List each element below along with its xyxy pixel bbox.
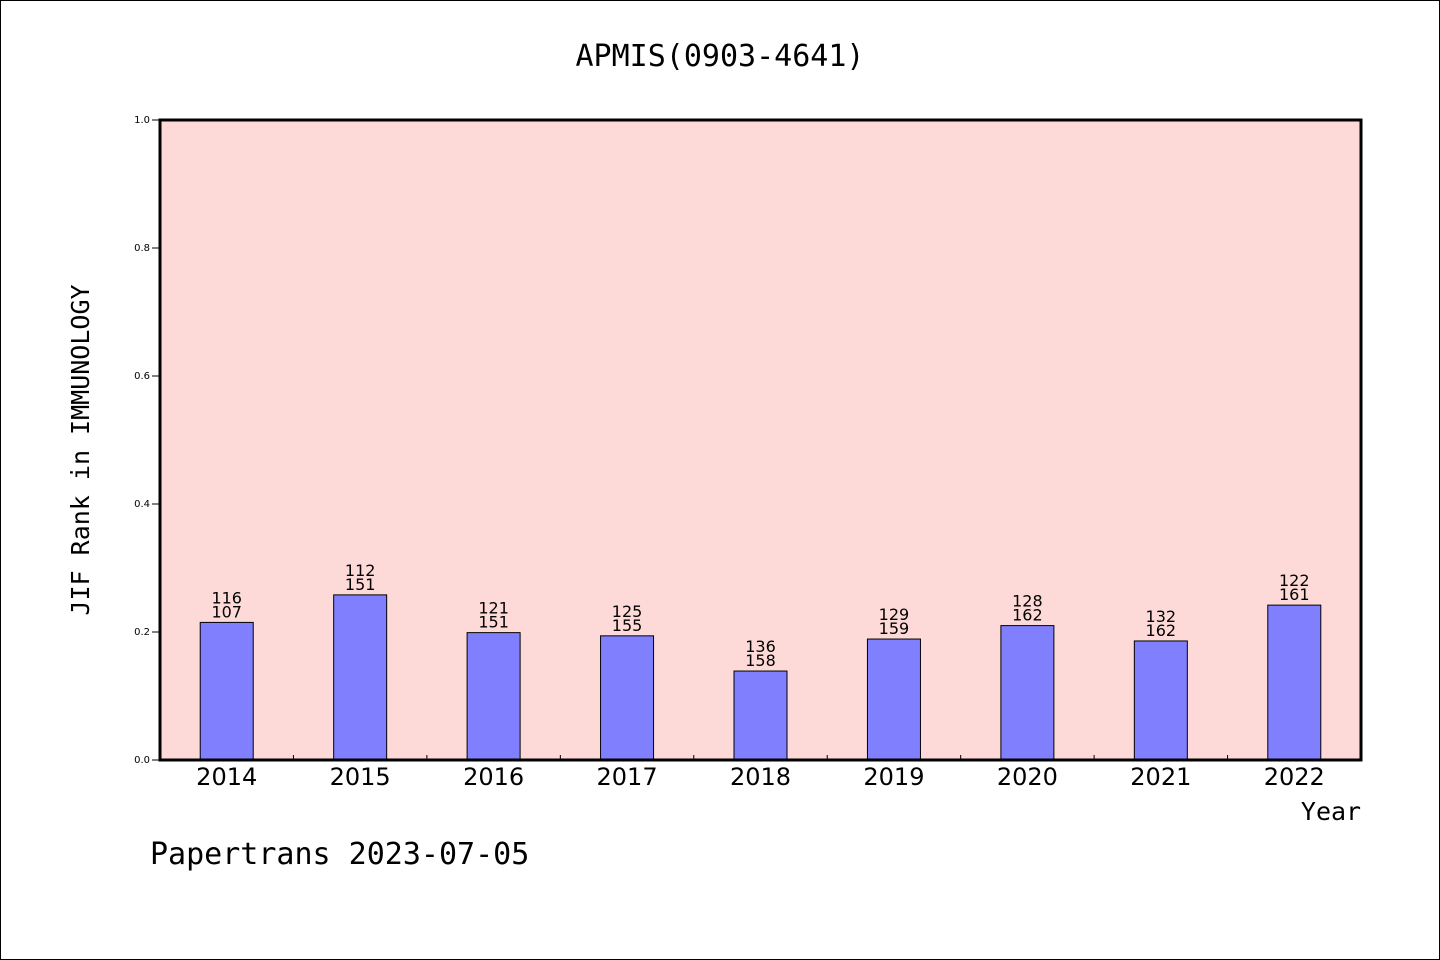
x-tick-label: 2015 bbox=[330, 763, 391, 791]
y-tick-label: 0.6 bbox=[134, 371, 150, 382]
bar-label-rank: 128 bbox=[1012, 592, 1043, 611]
chart-title: APMIS(0903-4641) bbox=[576, 39, 865, 74]
bar-label-total: 158 bbox=[745, 651, 776, 670]
y-tick-label: 1.0 bbox=[134, 115, 150, 126]
bar-label-total: 162 bbox=[1012, 606, 1043, 625]
bar-label-rank: 129 bbox=[879, 605, 910, 624]
bar-label-total: 161 bbox=[1279, 585, 1310, 604]
x-tick-label: 2019 bbox=[863, 763, 924, 791]
bar-2019 bbox=[866, 638, 921, 761]
x-tick-label: 2021 bbox=[1130, 763, 1191, 791]
plot-border bbox=[158, 118, 1363, 762]
y-axis-title: JIF Rank in IMMUNOLOGY bbox=[66, 284, 95, 615]
x-axis-title: Year bbox=[1301, 797, 1361, 826]
bar-2021 bbox=[1133, 640, 1188, 761]
x-axis: 2014 2015 2016 2017 2018 2019 2020 2021 2022 bbox=[196, 755, 1325, 791]
bar-label-rank: 132 bbox=[1146, 607, 1177, 626]
bar-label-rank: 122 bbox=[1279, 571, 1310, 590]
x-tick-label: 2020 bbox=[997, 763, 1058, 791]
y-axis: 0.0 0.2 0.4 0.6 0.8 1.0 bbox=[134, 115, 160, 766]
bar-label-total: 155 bbox=[612, 616, 643, 635]
bar-label-rank: 121 bbox=[478, 599, 509, 618]
bar-label-rank: 116 bbox=[211, 588, 242, 607]
y-tick-label: 0.0 bbox=[134, 755, 150, 766]
bar-2022 bbox=[1267, 604, 1322, 761]
y-tick-label: 0.4 bbox=[134, 499, 150, 510]
y-tick-label: 0.2 bbox=[134, 627, 150, 638]
x-tick-label: 2022 bbox=[1264, 763, 1325, 791]
bar-labels: 1161071121511211511251551361581291591281… bbox=[211, 561, 1309, 670]
bar-label-rank: 136 bbox=[745, 637, 776, 656]
bar-2016 bbox=[466, 632, 521, 761]
x-tick-label: 2016 bbox=[463, 763, 524, 791]
bar-label-rank: 125 bbox=[612, 602, 643, 621]
bar-2017 bbox=[600, 635, 655, 761]
x-tick-label: 2017 bbox=[597, 763, 658, 791]
x-tick-label: 2014 bbox=[196, 763, 257, 791]
bar-2015 bbox=[333, 594, 388, 761]
bar-2018 bbox=[733, 670, 788, 761]
bar-2014 bbox=[199, 621, 254, 761]
bar-label-total: 162 bbox=[1146, 621, 1177, 640]
bar-series bbox=[199, 594, 1322, 761]
bar-label-total: 151 bbox=[345, 575, 376, 594]
footer-source-date: Papertrans 2023-07-05 bbox=[150, 837, 529, 872]
bar-label-total: 151 bbox=[478, 613, 509, 632]
x-tick-label: 2018 bbox=[730, 763, 791, 791]
bar-2020 bbox=[1000, 625, 1055, 761]
bar-label-total: 107 bbox=[211, 602, 242, 621]
y-tick-label: 0.8 bbox=[134, 243, 150, 254]
bar-label-total: 159 bbox=[879, 619, 910, 638]
bar-label-rank: 112 bbox=[345, 561, 376, 580]
